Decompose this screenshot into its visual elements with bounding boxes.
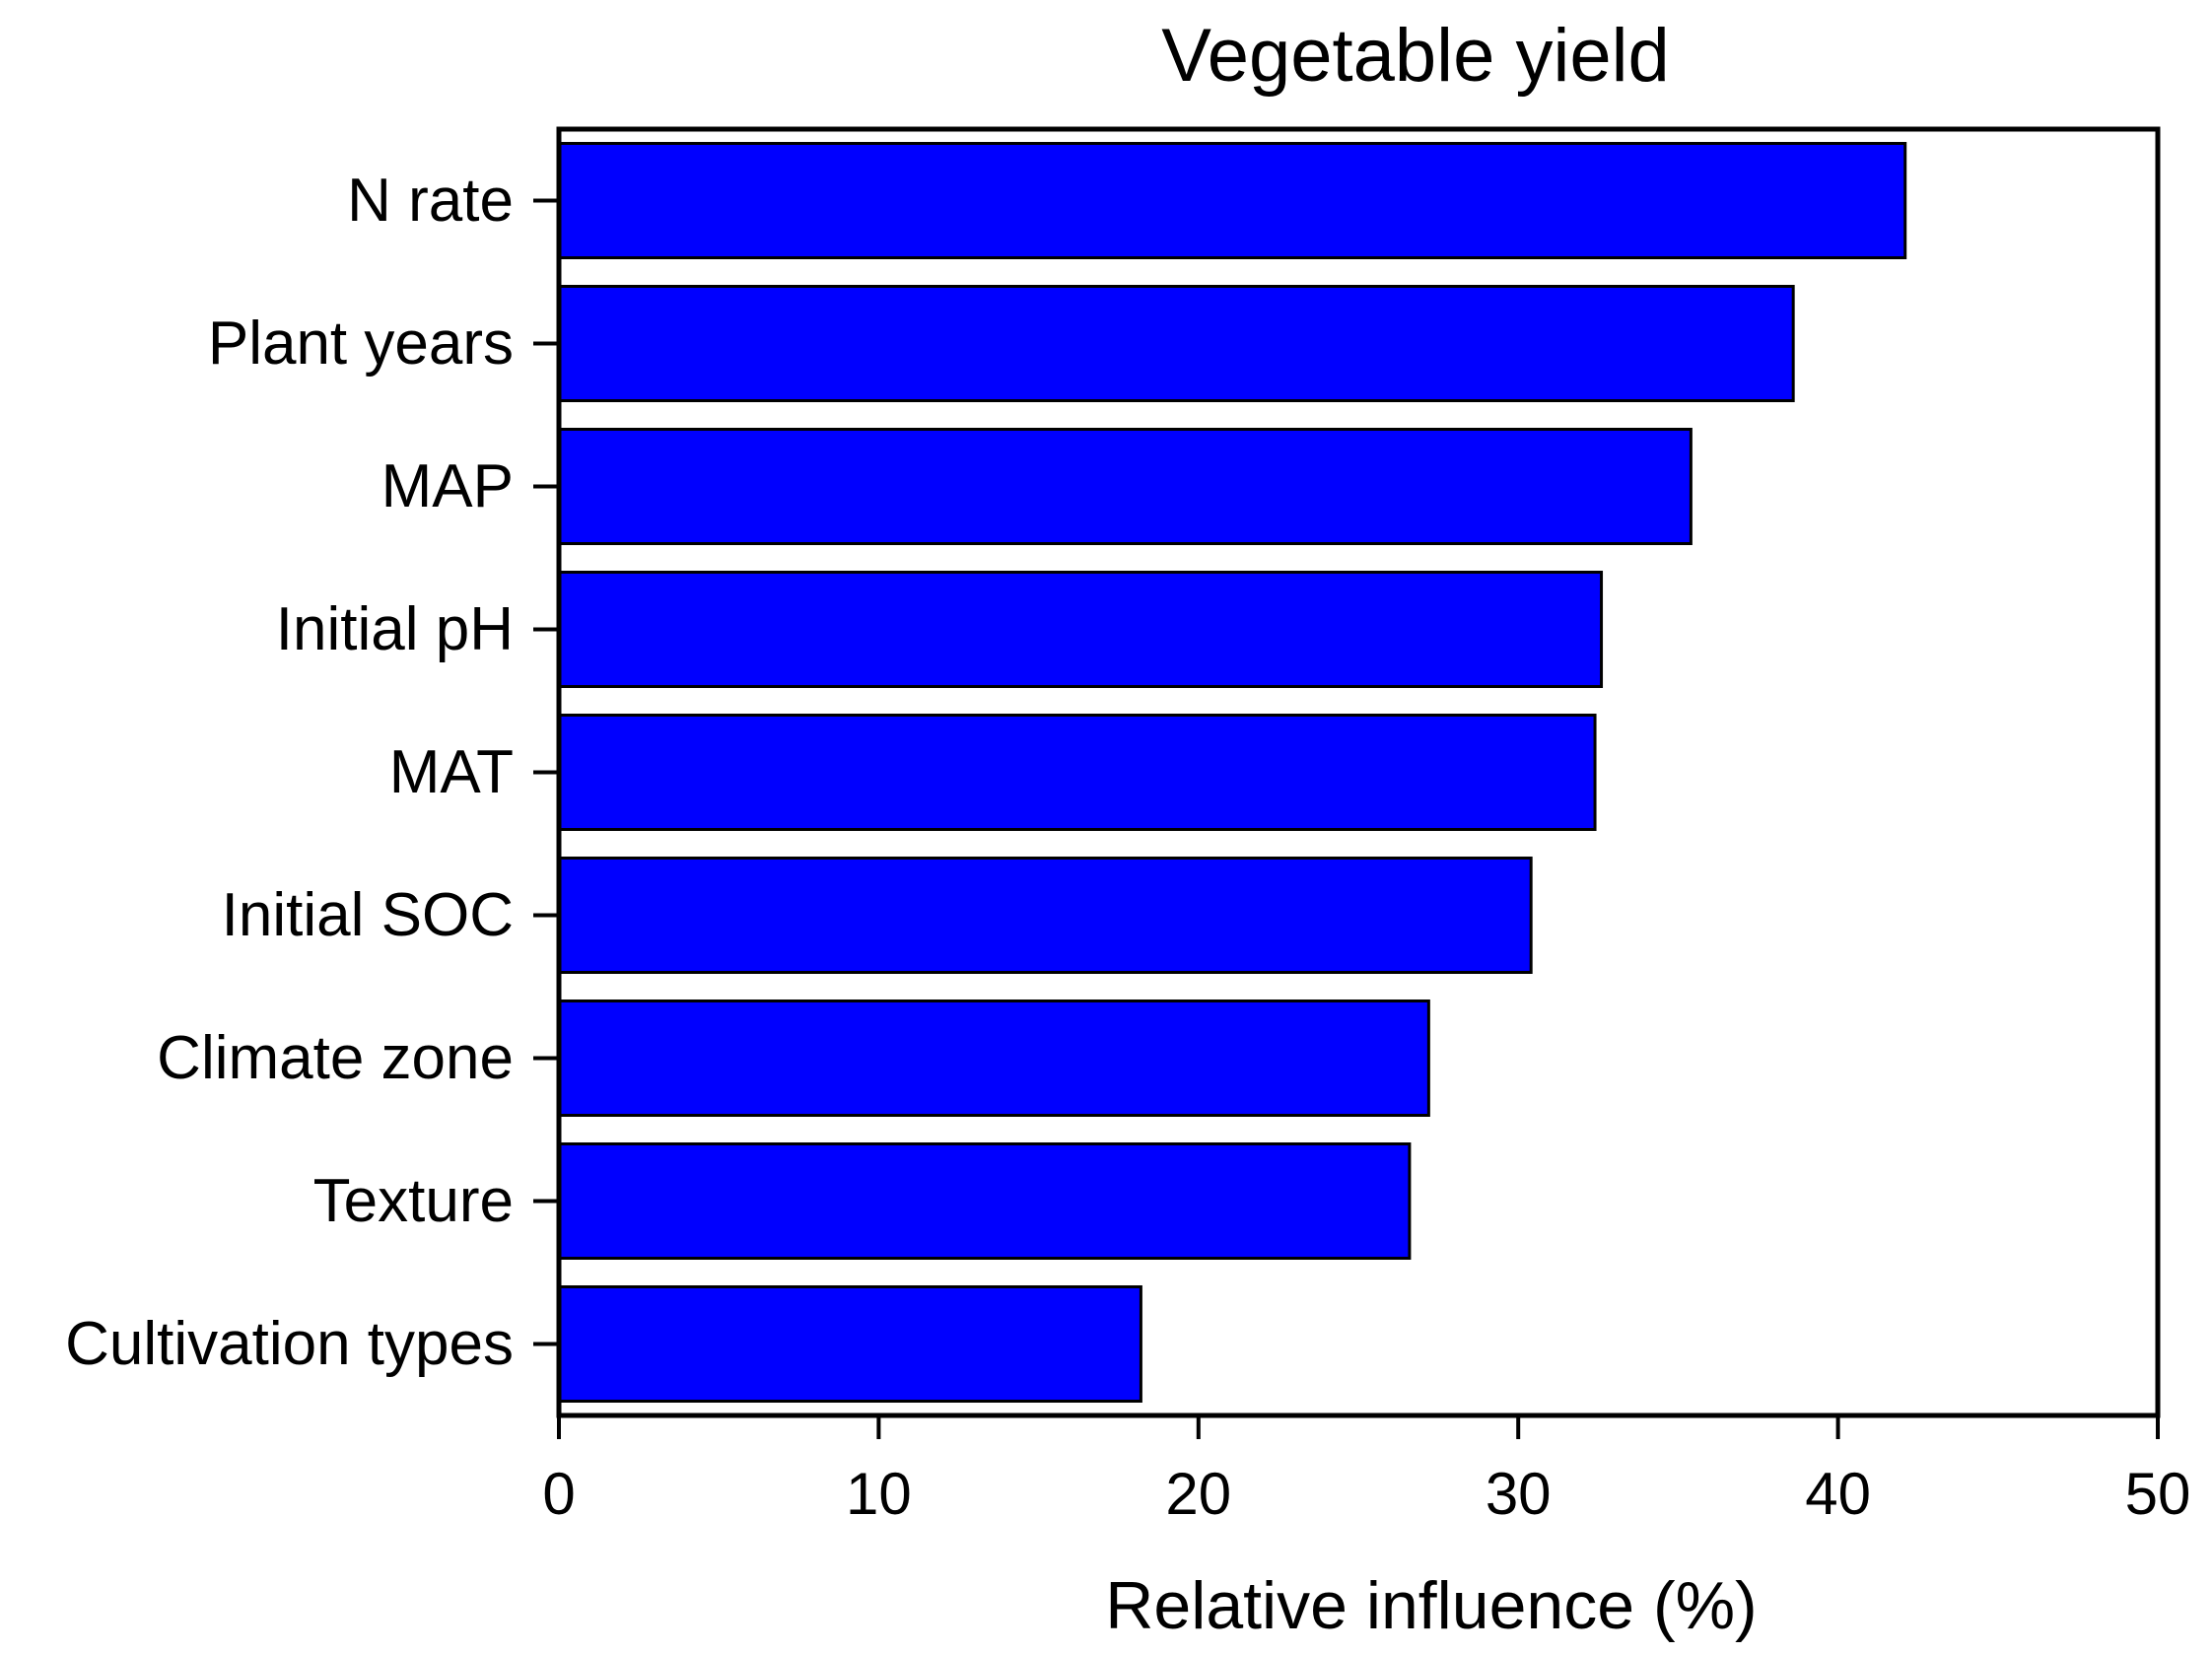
y-tick-label: MAT xyxy=(389,738,514,806)
y-axis-ticks: N rate Plant years MAP Initial pH MAT Initial… xyxy=(65,167,559,1378)
y-tick-label: Initial SOC xyxy=(222,881,514,949)
bar xyxy=(557,571,1604,688)
x-tick-label: 50 xyxy=(2125,1461,2191,1527)
x-tick-label: 10 xyxy=(846,1461,912,1527)
y-tick-label: Cultivation types xyxy=(65,1310,514,1378)
bar xyxy=(557,285,1795,402)
bar xyxy=(557,1285,1142,1403)
y-tick-label: Initial pH xyxy=(276,595,514,663)
x-tick-label: 20 xyxy=(1165,1461,1231,1527)
bar xyxy=(557,428,1693,545)
x-axis-ticks: 0 10 20 30 40 50 xyxy=(542,1415,2190,1527)
bar xyxy=(557,857,1533,974)
y-tick-label: Plant years xyxy=(208,310,514,378)
bar xyxy=(557,1142,1412,1260)
chart-title: Vegetable yield xyxy=(1161,14,1670,98)
bar xyxy=(557,142,1907,259)
x-tick-label: 0 xyxy=(542,1461,575,1527)
bar xyxy=(557,999,1430,1117)
y-tick-label: MAP xyxy=(381,452,514,520)
bar xyxy=(557,714,1597,831)
plot-frame xyxy=(556,126,2161,1418)
y-tick-label: Texture xyxy=(313,1167,514,1235)
x-tick-label: 40 xyxy=(1805,1461,1871,1527)
bars-group xyxy=(557,142,1907,1403)
x-tick-label: 30 xyxy=(1486,1461,1552,1527)
y-tick-label: Climate zone xyxy=(157,1024,514,1092)
x-axis-label: Relative influence (%) xyxy=(1105,1568,1757,1643)
y-tick-label: N rate xyxy=(347,167,514,235)
